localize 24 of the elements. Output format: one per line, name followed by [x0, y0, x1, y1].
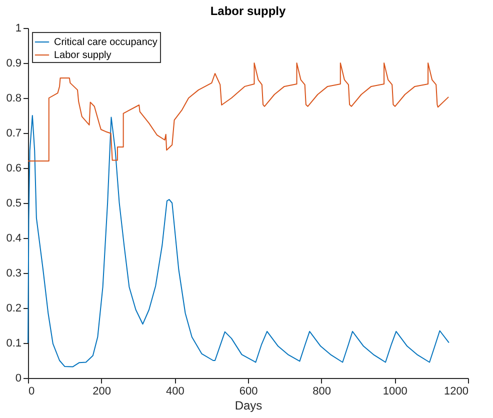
y-tick-label: 0.3 [6, 268, 22, 280]
x-axis-title: Days [234, 398, 262, 412]
y-tick-label: 0.7 [6, 128, 22, 140]
x-tick-label: 800 [312, 386, 332, 398]
x-tick-label: 1000 [382, 386, 408, 398]
y-tick-label: 0.1 [6, 338, 22, 350]
y-tick-label: 0 [15, 372, 22, 384]
x-tick-label: 0 [28, 386, 35, 398]
y-tick-label: 0.6 [6, 162, 22, 174]
y-tick-label: 0.4 [6, 232, 22, 244]
x-tick-label: 200 [92, 386, 112, 398]
x-tick-label: 1200 [444, 386, 468, 398]
legend-label: Critical care occupancy [54, 37, 158, 48]
y-tick-label: 0.2 [6, 302, 22, 314]
x-tick-label: 600 [239, 386, 258, 398]
y-tick-label: 0.8 [6, 92, 22, 104]
chart-title: Labor supply [210, 4, 286, 18]
legend-label: Labor supply [54, 50, 112, 61]
y-tick-label: 0.5 [6, 198, 22, 210]
line-series [28, 115, 450, 368]
line-series [28, 62, 450, 162]
x-tick-label: 400 [166, 386, 184, 398]
y-tick-label: 0.9 [6, 58, 22, 70]
y-tick-label: 1 [15, 22, 22, 34]
